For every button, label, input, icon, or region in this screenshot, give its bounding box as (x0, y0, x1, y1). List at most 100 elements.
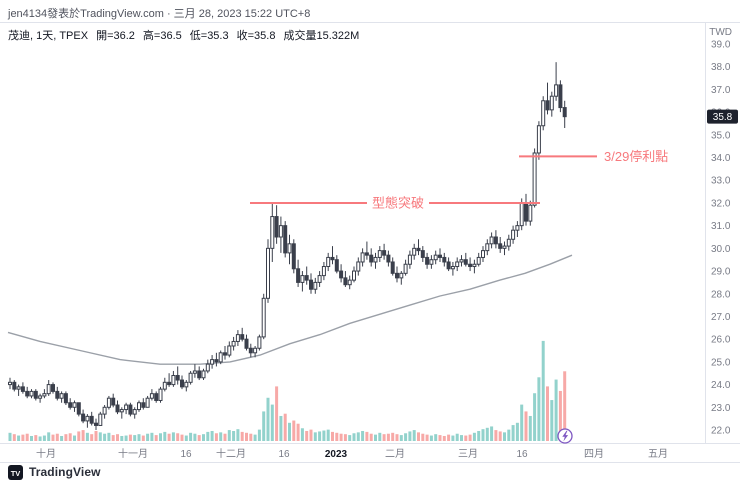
volume-bar (288, 422, 291, 441)
volume-bar (202, 434, 205, 441)
volume-bar (339, 433, 343, 441)
volume-bar (94, 430, 98, 441)
volume-bar (515, 422, 519, 441)
y-axis-label: 22.0 (711, 426, 731, 437)
candle-body (20, 386, 25, 392)
candle-body (506, 238, 511, 247)
candle-body (373, 256, 378, 263)
candle-body (317, 275, 322, 283)
candle-body (201, 370, 206, 379)
y-axis-label: 24.0 (711, 380, 731, 391)
candle-body (536, 125, 541, 154)
candle-body (343, 277, 348, 286)
candle-body (459, 259, 464, 263)
volume-bar (434, 434, 438, 441)
volume-bar (507, 429, 511, 441)
candle-body (205, 363, 210, 372)
x-axis-label: 四月 (584, 448, 604, 460)
candle-body (291, 243, 296, 270)
volume-bar (223, 433, 227, 441)
y-axis-label: 23.0 (711, 403, 731, 414)
volume-bar (193, 433, 197, 441)
ohlc-open: 開=36.2 (96, 30, 135, 42)
y-axis-label: 28.0 (711, 289, 731, 300)
volume-bar (25, 433, 29, 441)
volume-bar (163, 431, 167, 441)
volume-bar (210, 430, 214, 441)
volume-bar (214, 433, 218, 441)
candle-body (55, 390, 60, 399)
volume-bar (546, 386, 549, 441)
tradingview-logo-icon[interactable]: TV (8, 464, 23, 480)
take-profit-label: 3/29停利點 (604, 149, 668, 164)
candle-body (128, 404, 133, 415)
volume-bar (318, 431, 322, 441)
volume-bar (55, 433, 59, 441)
x-axis-label: 16 (278, 449, 290, 460)
x-axis-label: 十二月 (216, 447, 246, 460)
volume-bar (68, 433, 72, 441)
candle-body (94, 422, 98, 426)
candle-body (81, 413, 86, 422)
svg-text:TV: TV (11, 468, 21, 477)
candle-body (476, 256, 481, 265)
volume-bar (305, 430, 309, 441)
candle-body (450, 266, 455, 270)
candle-body (85, 415, 90, 422)
volume-bar (494, 430, 498, 441)
volume-bar (498, 431, 502, 441)
volume-bar (73, 435, 76, 441)
candle-body (463, 259, 468, 265)
volume-bar (51, 434, 55, 441)
volume-bar (124, 435, 128, 441)
volume-bar (279, 415, 283, 441)
volume-bar (541, 340, 545, 441)
volume-bar (296, 423, 300, 441)
candle-body (154, 393, 159, 401)
x-axis-label: 五月 (648, 448, 668, 460)
x-axis-label: 二月 (385, 448, 405, 460)
candle-body (192, 370, 197, 374)
candle-body (326, 256, 331, 268)
volume-bar (472, 432, 476, 441)
candle-body (524, 202, 528, 222)
volume-bar (47, 432, 51, 441)
y-axis-label: 33.0 (711, 176, 731, 187)
volume-bar (12, 434, 16, 441)
volume-bar (352, 433, 356, 441)
volume-bar (232, 430, 236, 441)
candle-body (558, 84, 563, 109)
volume-bar (128, 434, 132, 441)
volume-bar (236, 429, 240, 441)
volume-bar (266, 397, 270, 441)
volume-bar (326, 429, 330, 441)
volume-bar (408, 431, 412, 441)
volume-bar (447, 434, 451, 441)
volume-bar (219, 432, 223, 441)
ohlc-low: 低=35.3 (189, 30, 229, 42)
candle-body (403, 263, 408, 274)
volume-bar (361, 430, 365, 441)
candle-body (549, 95, 554, 111)
x-axis-label: 16 (516, 449, 528, 460)
candle-body (12, 381, 17, 390)
candle-body (59, 393, 64, 399)
candle-body (369, 254, 374, 263)
candle-body (433, 254, 438, 261)
candle-body (175, 375, 180, 381)
candle-body (68, 402, 73, 408)
volume-bar (34, 435, 38, 441)
candle-body (16, 386, 21, 390)
currency-label: TWD (709, 27, 732, 38)
symbol-title: 茂迪, 1天, TPEX (8, 30, 89, 42)
volume-bar (365, 431, 369, 441)
tradingview-brand[interactable]: TradingView (29, 465, 101, 479)
volume-bar (537, 377, 541, 441)
candle-body (106, 397, 111, 408)
volume-bar (30, 435, 33, 441)
volume-bar (197, 435, 201, 441)
candle-body (72, 402, 77, 408)
volume-bar (85, 432, 89, 441)
